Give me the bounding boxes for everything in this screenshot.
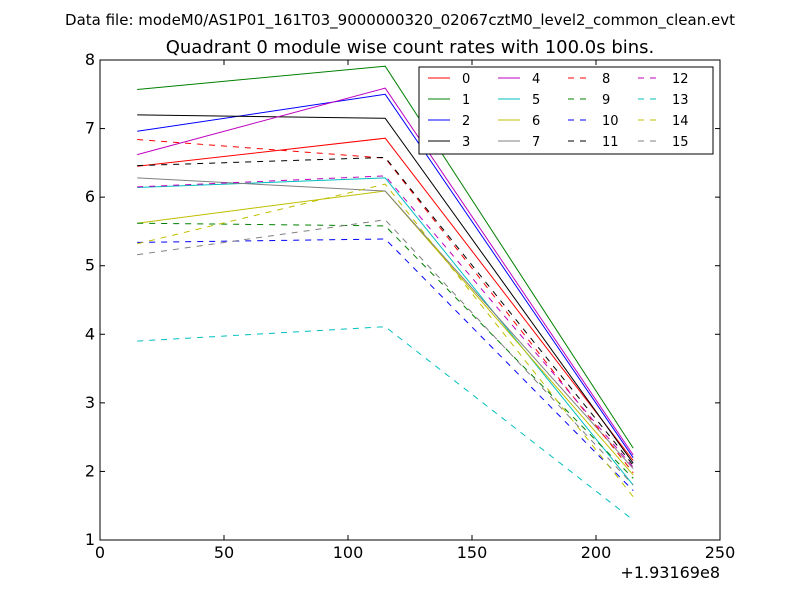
series-line-15	[137, 219, 634, 486]
plot-lines	[137, 65, 634, 521]
legend-label-3: 3	[462, 135, 470, 150]
series-line-10	[137, 238, 634, 491]
legend-label-11: 11	[602, 135, 619, 150]
x-tick-label: 150	[457, 543, 488, 562]
legend-frame	[418, 66, 714, 155]
series-line-0	[137, 137, 634, 461]
y-tick-label: 2	[85, 461, 95, 480]
series-line-2	[137, 93, 634, 458]
x-tick-label: 0	[95, 543, 105, 562]
chart-title: Quadrant 0 module wise count rates with …	[166, 37, 655, 58]
series-line-3	[137, 114, 634, 464]
y-tick-label: 6	[85, 187, 95, 206]
legend-label-13: 13	[672, 93, 689, 108]
series-line-13	[137, 326, 634, 521]
series-line-9	[137, 222, 634, 479]
plot-frame	[99, 59, 721, 541]
series-line-14	[137, 183, 634, 498]
x-tick-label: 200	[581, 543, 612, 562]
legend-label-4: 4	[532, 72, 540, 87]
series-line-12	[137, 175, 634, 468]
legend-label-9: 9	[602, 93, 610, 108]
x-tick-label: 50	[214, 543, 234, 562]
legend-label-7: 7	[532, 135, 540, 150]
legend-label-8: 8	[602, 72, 610, 87]
x-tick-label: 100	[333, 543, 364, 562]
legend-label-12: 12	[672, 72, 689, 87]
suptitle: Data file: modeM0/AS1P01_161T03_90000003…	[65, 11, 735, 30]
series-line-11	[137, 156, 634, 466]
legend-label-5: 5	[532, 93, 540, 108]
legend-label-10: 10	[602, 114, 619, 129]
x-offset-label: +1.93169e8	[620, 563, 720, 582]
legend-label-14: 14	[672, 114, 689, 129]
legend-label-0: 0	[462, 72, 470, 87]
legend-label-15: 15	[672, 135, 689, 150]
x-tick-label: 250	[705, 543, 736, 562]
y-tick-label: 4	[85, 324, 95, 343]
series-line-8	[137, 139, 634, 474]
y-tick-label: 3	[85, 393, 95, 412]
y-tick-label: 8	[85, 50, 95, 69]
legend-label-1: 1	[462, 93, 470, 108]
series-line-1	[137, 65, 634, 449]
y-tick-label: 7	[85, 119, 95, 138]
y-tick-label: 1	[85, 530, 95, 549]
legend-label-6: 6	[532, 114, 540, 129]
x-axis: 0 50 100 150 200 250	[95, 60, 735, 562]
y-tick-label: 5	[85, 256, 95, 275]
series-line-7	[137, 177, 634, 470]
series-line-4	[137, 87, 634, 456]
series-line-5	[137, 177, 634, 486]
legend-label-2: 2	[462, 114, 470, 129]
